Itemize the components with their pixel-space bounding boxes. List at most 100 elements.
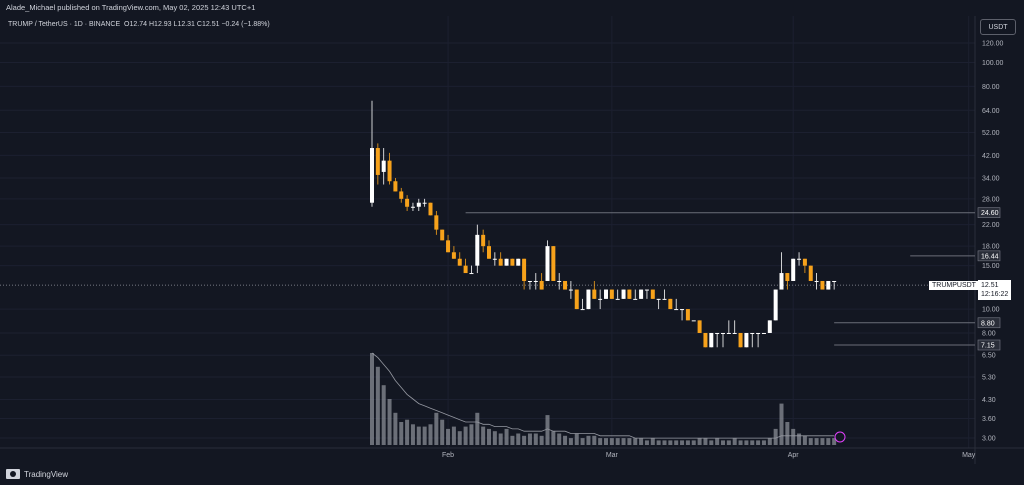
legend-close-value: 12.51 <box>201 21 220 28</box>
candle-body <box>522 258 527 281</box>
candle-body <box>650 289 655 299</box>
candle-body <box>410 206 415 208</box>
x-tick-label: May <box>962 452 976 459</box>
volume-bar <box>791 428 796 445</box>
volume-bar <box>475 412 480 445</box>
volume-bar <box>750 440 755 445</box>
lightning-event-icon <box>834 431 846 443</box>
y-tick-label: 18.00 <box>982 244 1000 251</box>
volume-bar <box>697 438 702 445</box>
volume-bar <box>580 438 585 445</box>
legend-open-value: 12.74 <box>129 21 148 28</box>
y-tick-label: 3.60 <box>982 416 996 423</box>
volume-bar <box>779 403 784 445</box>
candle-body <box>627 289 632 299</box>
volume-bar <box>738 440 743 445</box>
candle-body <box>615 298 620 300</box>
y-tick-label: 52.00 <box>982 130 1000 137</box>
candle-body <box>791 258 796 281</box>
chart-area[interactable]: 120.00 100.00 80.00 64.00 52.00 42.00 34.00 28.… <box>0 16 1024 464</box>
candle-body <box>527 280 532 282</box>
candle-body <box>451 252 456 259</box>
x-tick-label: Apr <box>788 452 800 459</box>
candle-body <box>370 148 374 203</box>
volume-bar <box>586 435 591 445</box>
candle-body <box>498 258 503 266</box>
candle-body <box>767 320 772 333</box>
volume-bar <box>381 385 386 445</box>
candle-body <box>422 202 427 204</box>
legend-close-label: C <box>196 21 202 28</box>
volume-bar <box>399 422 404 445</box>
volume-bar <box>422 426 427 445</box>
volume-bar <box>633 438 638 445</box>
volume-bar <box>785 422 790 445</box>
volume-bar <box>680 440 685 445</box>
candle-body <box>761 332 766 334</box>
legend-high-value: 12.93 <box>154 21 172 28</box>
volume-bar <box>387 399 392 445</box>
volume-bar <box>563 435 568 445</box>
level-tag-box <box>977 339 1001 351</box>
volume-bar <box>820 438 825 445</box>
candle-body <box>510 258 515 266</box>
volume-bar <box>598 438 603 445</box>
y-tick-label: 5.30 <box>982 375 996 382</box>
volume-bar <box>709 440 714 445</box>
legend-low-label: L <box>173 21 178 28</box>
tradingview-brand: TradingView <box>24 469 69 479</box>
volume-bar <box>621 438 626 445</box>
volume-bar <box>457 431 462 445</box>
publisher-text: Alade_Michael published on TradingView.c… <box>6 3 256 12</box>
y-tick-label: 100.00 <box>982 60 1004 67</box>
volume-bar <box>533 433 538 445</box>
footer-bar: TradingView <box>0 464 1024 485</box>
legend-symbol: TRUMP / TetherUS · 1D · BINANCE <box>8 21 121 28</box>
candle-body <box>773 289 778 321</box>
price-chart-svg[interactable]: 120.00 100.00 80.00 64.00 52.00 42.00 34.00 28.… <box>0 16 1024 464</box>
candle-body <box>568 289 573 291</box>
countdown-timer: 12:16:22 <box>981 291 1009 298</box>
level-tag-label: 16.44 <box>981 253 999 260</box>
y-tick-label: 28.00 <box>982 196 1000 203</box>
candle-body <box>387 160 392 182</box>
candle-body <box>446 240 451 253</box>
tradingview-logo-icon <box>6 469 20 479</box>
volume-ma-line <box>371 352 835 439</box>
y-tick-label: 10.00 <box>982 307 1000 314</box>
volume-bar <box>557 433 562 445</box>
volume-bar <box>808 438 813 445</box>
volume-bar <box>832 438 837 445</box>
candle-body <box>685 309 690 321</box>
volume-bar <box>691 440 696 445</box>
candle-body <box>475 234 480 266</box>
tradingview-logo[interactable]: TradingView <box>6 469 68 479</box>
volume-bar <box>609 438 614 445</box>
volume-bar <box>568 438 573 445</box>
volume-bar <box>434 412 439 445</box>
candle-body <box>604 289 608 299</box>
y-tick-label: 15.00 <box>982 263 1000 270</box>
currency-button[interactable]: USDT <box>980 19 1016 35</box>
candle-body <box>557 280 562 282</box>
candle-body <box>639 289 644 299</box>
candle-body <box>726 332 731 334</box>
volume-bar <box>370 353 374 445</box>
y-tick-label: 8.00 <box>982 330 996 337</box>
volume-bar <box>615 438 620 445</box>
volume-bar <box>393 412 398 445</box>
candle-body <box>399 191 404 199</box>
volume-bar <box>674 440 679 445</box>
level-tag-box <box>977 317 1001 329</box>
last-price-value: 12.51 <box>981 282 999 289</box>
ohlc-legend: TRUMP / TetherUS · 1D · BINANCE O12.74 H… <box>8 21 270 28</box>
y-tick-label: 6.50 <box>982 353 996 360</box>
candle-body <box>668 298 673 310</box>
candle-body <box>680 309 685 311</box>
level-tag-box <box>977 207 1001 218</box>
candle-body <box>732 332 737 334</box>
volume-bar <box>732 438 737 445</box>
volume-bar <box>592 435 597 445</box>
candle-body <box>750 332 755 334</box>
volume-bar <box>627 438 632 445</box>
